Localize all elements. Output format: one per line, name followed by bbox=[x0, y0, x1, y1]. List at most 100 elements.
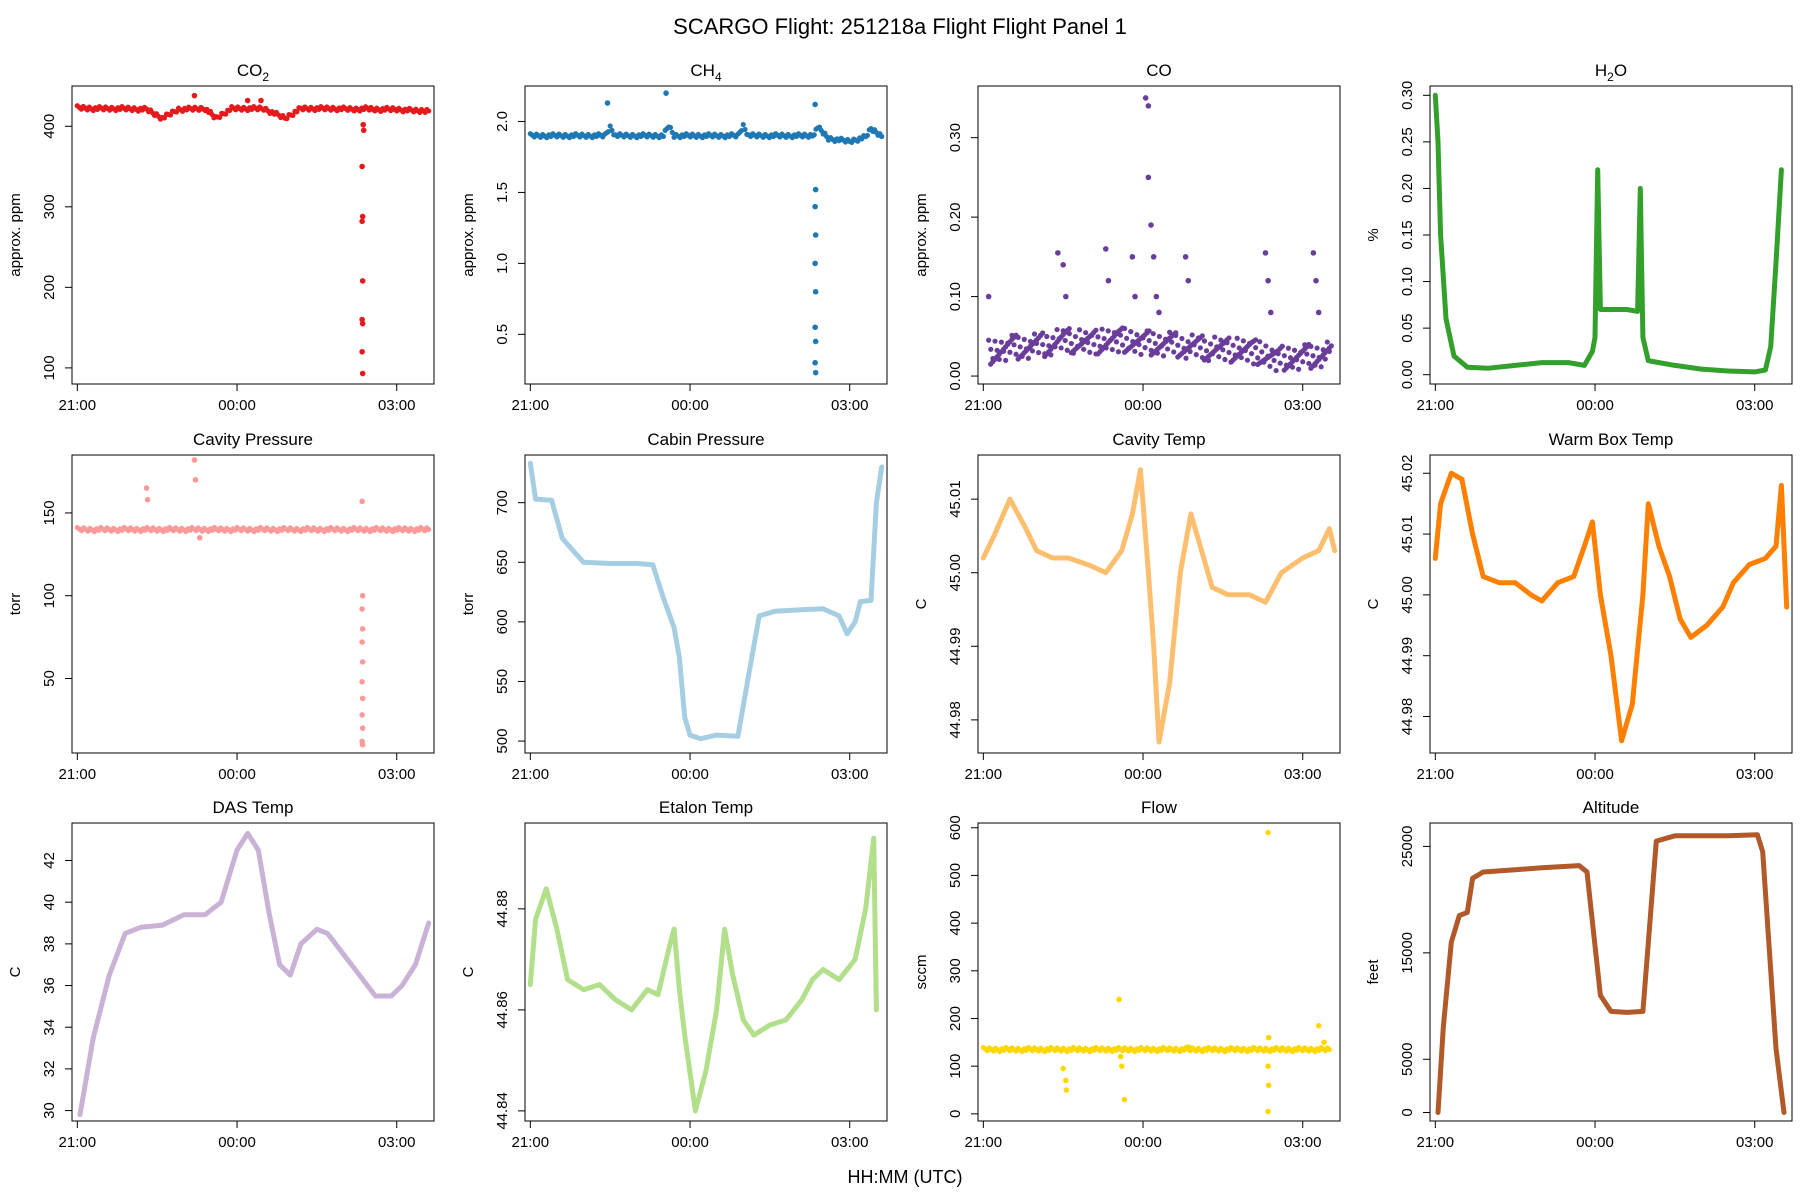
data-point bbox=[1248, 351, 1255, 357]
y-tick-label: 300 bbox=[947, 958, 964, 983]
data-point bbox=[1598, 993, 1603, 998]
panel-etalon-temp: Etalon Temp C 44.84 44.86 44.88 21:00 00:00 03:… bbox=[460, 798, 888, 1151]
data-point bbox=[359, 213, 366, 220]
data-point bbox=[1433, 556, 1438, 561]
data-point bbox=[1121, 1096, 1128, 1103]
data-point bbox=[1277, 360, 1283, 366]
y-tick-label: 400 bbox=[947, 911, 964, 936]
data-point bbox=[864, 132, 871, 139]
data-point bbox=[746, 673, 751, 678]
data-point bbox=[1646, 501, 1651, 506]
plot-frame bbox=[524, 454, 888, 754]
panel-title-main: CO bbox=[1146, 61, 1172, 80]
y-tick-label: 32 bbox=[41, 1061, 58, 1078]
data-point bbox=[1608, 1009, 1614, 1014]
data-point bbox=[714, 732, 719, 738]
data-point bbox=[1646, 358, 1651, 363]
y-axis-label: approx. ppm bbox=[460, 193, 477, 276]
data-point bbox=[1470, 531, 1475, 537]
series-baseline bbox=[74, 103, 432, 122]
series-h2o bbox=[1432, 92, 1784, 375]
data-point bbox=[1704, 623, 1710, 628]
plot-frame bbox=[71, 822, 435, 1122]
data-point bbox=[191, 457, 198, 463]
data-point bbox=[1146, 338, 1152, 344]
y-axis-label: approx. ppm bbox=[913, 193, 930, 276]
panel-title-subscript: 2 bbox=[262, 70, 269, 84]
data-point bbox=[820, 967, 826, 972]
data-point bbox=[836, 613, 842, 619]
data-point bbox=[1760, 849, 1765, 854]
data-point bbox=[426, 920, 431, 926]
data-point bbox=[1773, 544, 1779, 549]
x-tick-label: 00:00 bbox=[218, 766, 256, 783]
data-point bbox=[1145, 103, 1152, 109]
data-point bbox=[1109, 346, 1115, 353]
series-line bbox=[1432, 92, 1784, 375]
data-point bbox=[1678, 617, 1683, 622]
data-point bbox=[413, 962, 418, 967]
data-point bbox=[1081, 346, 1087, 352]
data-point bbox=[1099, 326, 1105, 332]
data-point bbox=[604, 100, 611, 106]
data-point bbox=[666, 947, 671, 952]
data-point bbox=[1267, 363, 1273, 369]
data-point bbox=[1582, 544, 1587, 549]
plot-frame bbox=[524, 822, 888, 1122]
y-tick-label: 300 bbox=[41, 194, 58, 219]
series-outliers bbox=[143, 457, 366, 748]
data-point bbox=[245, 831, 250, 836]
data-point bbox=[1314, 345, 1320, 351]
data-point bbox=[1265, 1034, 1272, 1041]
y-tick-label: 600 bbox=[494, 609, 511, 634]
y-tick-label: 15000 bbox=[1399, 932, 1416, 974]
data-point bbox=[1156, 739, 1162, 745]
data-point bbox=[1185, 339, 1191, 345]
panel-cav-pressure: Cavity Pressure torr 50 100 150 21:00 00:00 03:… bbox=[7, 430, 435, 783]
series-line bbox=[527, 835, 879, 1114]
x-tick-label: 21:00 bbox=[1417, 766, 1455, 783]
data-point bbox=[751, 1032, 757, 1038]
y-tick-label: 1.0 bbox=[494, 253, 511, 274]
data-point bbox=[258, 97, 264, 104]
data-point bbox=[812, 203, 818, 210]
plot-frame bbox=[977, 822, 1341, 1122]
data-point bbox=[1007, 349, 1013, 355]
plot-frame bbox=[977, 454, 1341, 754]
data-point bbox=[1029, 348, 1036, 354]
y-tick-label: 600 bbox=[947, 815, 964, 840]
data-point bbox=[1265, 1082, 1272, 1089]
data-point bbox=[1265, 829, 1271, 836]
data-point bbox=[1119, 342, 1126, 348]
x-tick-label: 00:00 bbox=[1124, 766, 1162, 783]
panel-title: CO bbox=[1146, 61, 1172, 80]
data-point bbox=[1654, 838, 1659, 844]
data-point bbox=[1087, 563, 1092, 568]
panel-title: Cavity Temp bbox=[1112, 430, 1205, 449]
data-point bbox=[874, 1007, 879, 1013]
data-point bbox=[998, 339, 1005, 345]
panel-title: Cavity Pressure bbox=[193, 430, 313, 449]
y-tick-label: 44.98 bbox=[1399, 698, 1416, 736]
data-point bbox=[1130, 511, 1135, 517]
data-point bbox=[1449, 471, 1454, 476]
data-point bbox=[1313, 277, 1319, 284]
data-point bbox=[359, 659, 366, 665]
data-point bbox=[1555, 580, 1560, 585]
data-point bbox=[1055, 250, 1061, 256]
data-point bbox=[1063, 293, 1069, 300]
data-point bbox=[528, 461, 533, 466]
plot-frame bbox=[1429, 822, 1793, 1122]
x-tick-label: 03:00 bbox=[1284, 766, 1322, 783]
data-point bbox=[1635, 309, 1640, 314]
data-point bbox=[1481, 574, 1486, 579]
data-point bbox=[359, 320, 366, 327]
y-tick-label: 100 bbox=[41, 355, 58, 380]
x-tick-label: 21:00 bbox=[1417, 397, 1455, 414]
plot-frame bbox=[977, 85, 1341, 385]
panel-title-main: Cavity Pressure bbox=[193, 430, 313, 449]
data-point bbox=[1326, 1046, 1332, 1053]
series-etalon bbox=[527, 835, 879, 1114]
y-axis-label: C bbox=[913, 598, 930, 609]
data-point bbox=[256, 847, 261, 853]
